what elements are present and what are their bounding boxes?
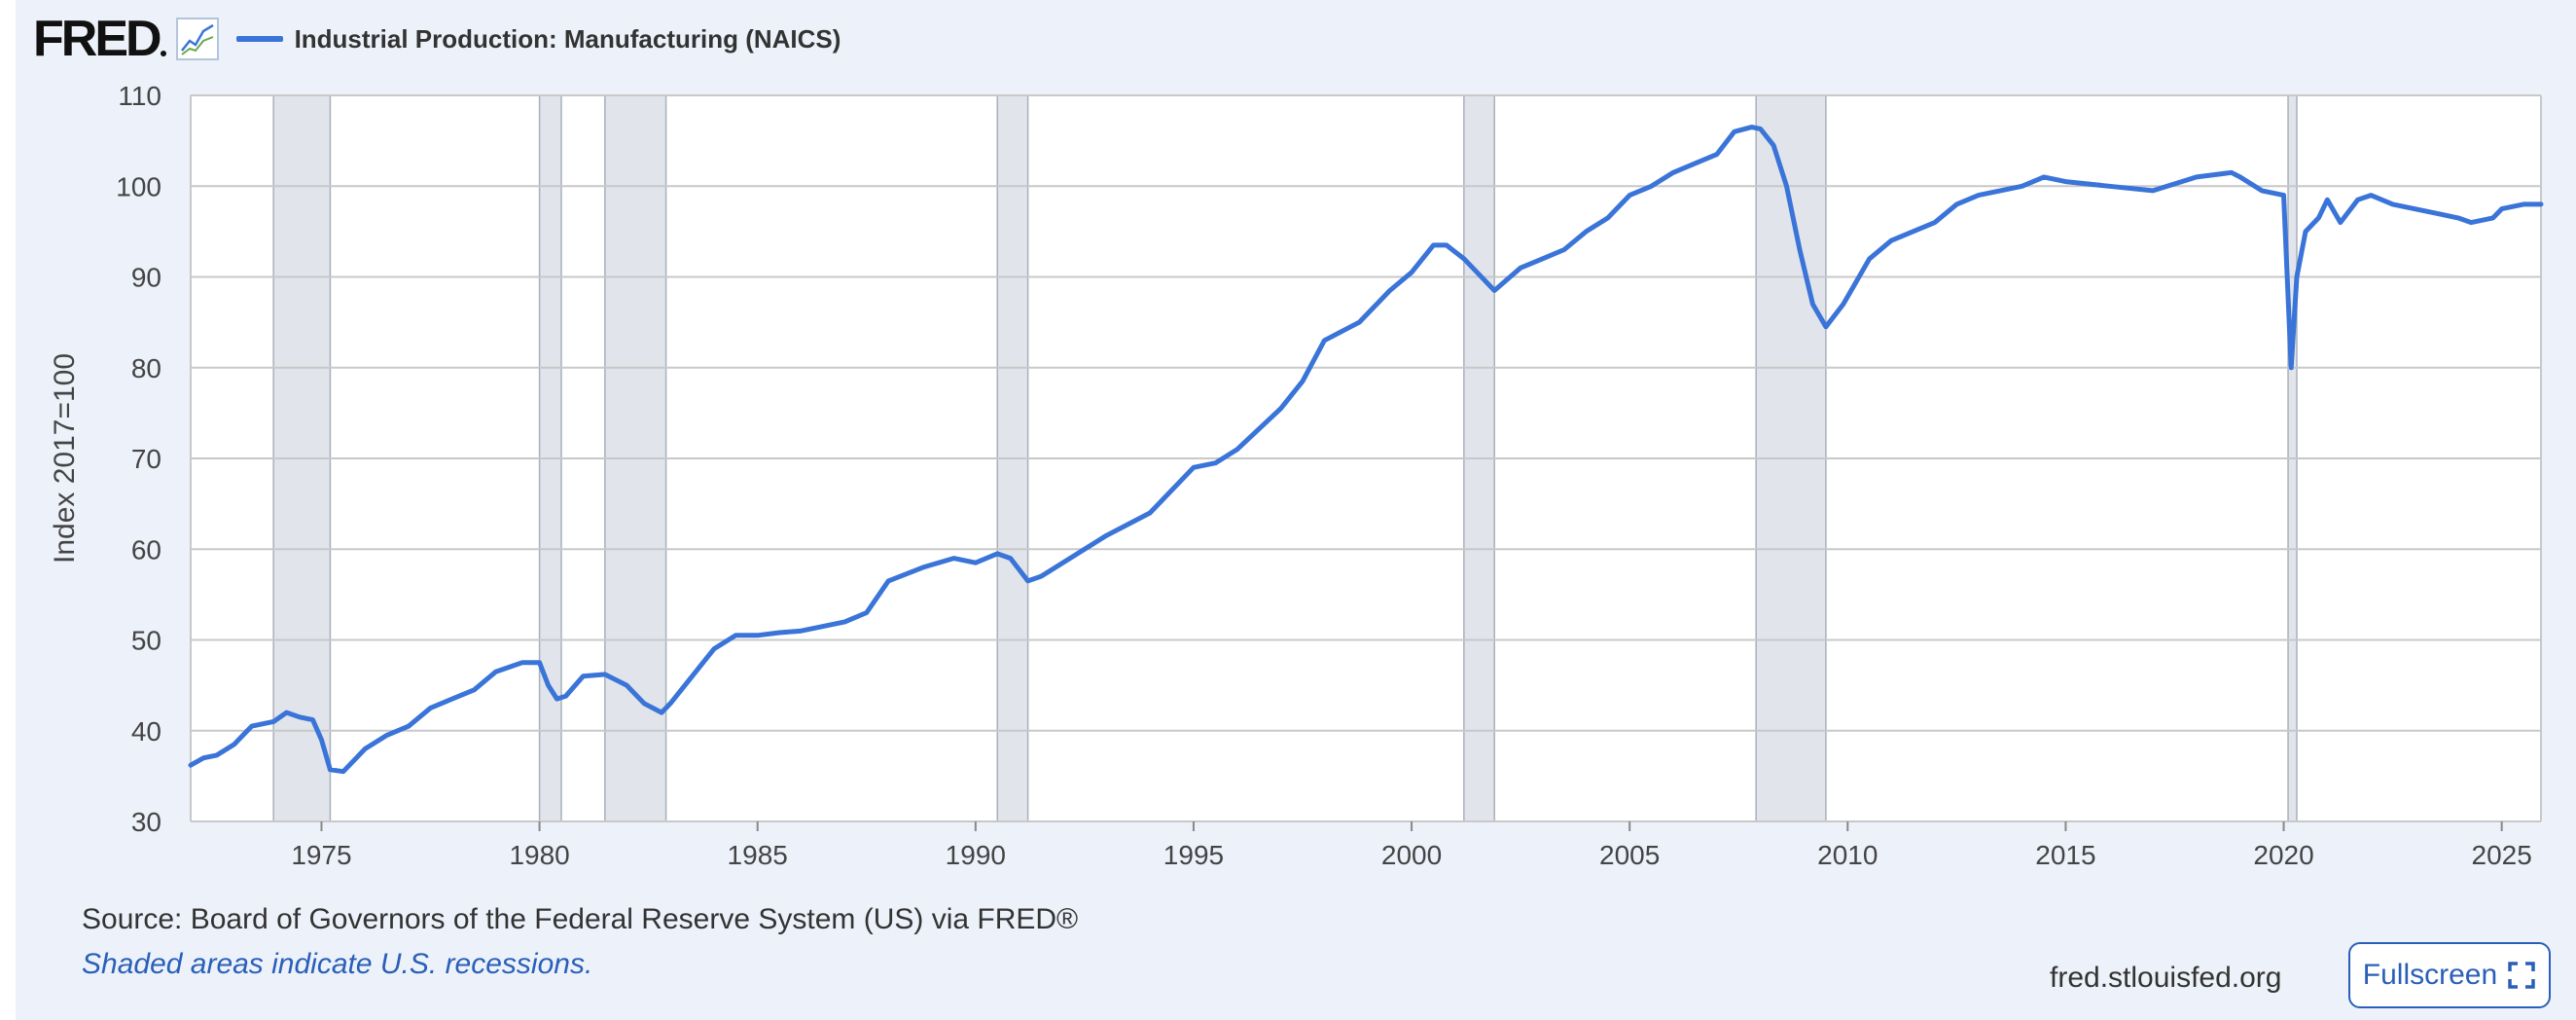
y-tick-label: 110	[118, 81, 161, 111]
line-chart: 30 40 50 60 70 80 90 100 110 1975 1980 1985 1990 1995…	[49, 81, 2544, 870]
y-tick-label: 70	[131, 444, 161, 474]
chart-legend: Industrial Production: Manufacturing (NA…	[235, 23, 841, 55]
x-tick-label: 1995	[1163, 840, 1224, 870]
x-tick-label: 1980	[509, 840, 569, 870]
x-tick-label: 2000	[1381, 840, 1442, 870]
y-tick-label: 80	[131, 353, 161, 383]
y-tick-label: 50	[131, 626, 161, 656]
x-tick-label: 2015	[2035, 840, 2095, 870]
y-tick-label: 100	[116, 171, 161, 201]
x-tick-label: 1990	[946, 840, 1006, 870]
chart-header: FRED Industrial Production: Manufacturin…	[33, 10, 841, 68]
fullscreen-icon	[2508, 962, 2535, 989]
x-tick-label: 2020	[2253, 840, 2313, 870]
recession-note: Shaded areas indicate U.S. recessions.	[82, 948, 593, 980]
y-tick-label: 60	[131, 534, 161, 565]
x-tick-label: 2025	[2472, 840, 2532, 870]
source-text: Source: Board of Governors of the Federa…	[82, 903, 1079, 935]
logo-registered-mark	[160, 51, 166, 56]
legend-swatch	[235, 36, 283, 42]
y-tick-label: 30	[131, 807, 161, 837]
legend-series-label[interactable]: Industrial Production: Manufacturing (NA…	[294, 23, 841, 54]
x-tick-label: 2010	[1817, 840, 1878, 870]
fred-url[interactable]: fred.stlouisfed.org	[2050, 962, 2282, 994]
y-axis-label: Index 2017=100	[49, 353, 81, 564]
fullscreen-label: Fullscreen	[2362, 959, 2498, 991]
series-line	[188, 125, 2544, 775]
line-chart-icon[interactable]	[175, 18, 219, 60]
fred-logo[interactable]: FRED	[33, 11, 162, 67]
x-tick-label: 1985	[728, 840, 788, 870]
x-tick-label: 1975	[291, 840, 351, 870]
x-tick-label: 2005	[1599, 840, 1660, 870]
y-tick-label: 90	[131, 263, 161, 293]
fullscreen-button[interactable]: Fullscreen	[2348, 942, 2551, 1008]
y-tick-label: 40	[131, 716, 161, 747]
